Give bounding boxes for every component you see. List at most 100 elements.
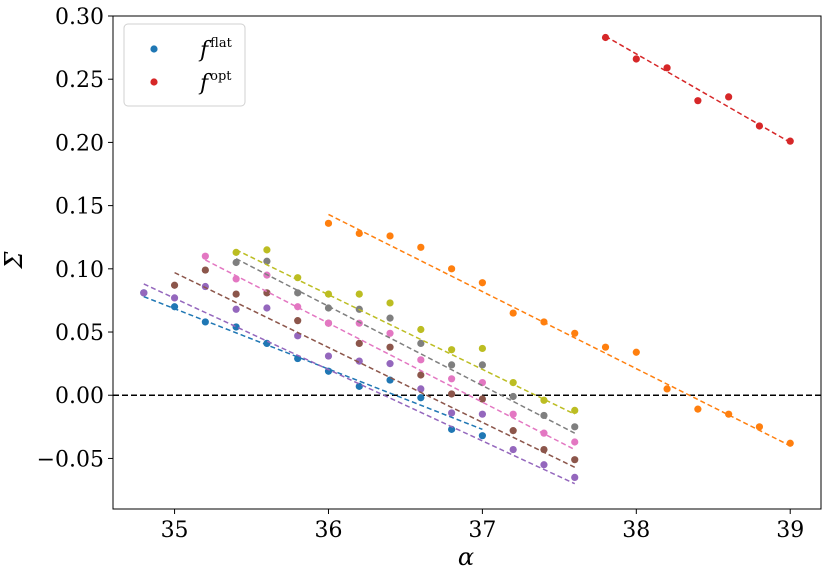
data-point-series-7-1 xyxy=(632,55,640,63)
data-point-series-5-3 xyxy=(324,290,333,298)
data-point-series-6-2 xyxy=(386,232,394,240)
plot-area xyxy=(113,33,821,485)
data-point-series-5-7 xyxy=(448,346,456,354)
data-point-series-3-6 xyxy=(386,329,394,337)
data-point-series-1-7 xyxy=(355,357,363,365)
data-point-series-5-6 xyxy=(417,325,425,334)
fit-line-series-0 xyxy=(143,295,483,431)
data-point-series-6-7 xyxy=(540,318,548,326)
data-point-series-2-1 xyxy=(201,266,209,274)
x-tick-label-3: 38 xyxy=(622,518,650,543)
data-point-series-1-1 xyxy=(170,294,179,302)
data-point-series-4-1 xyxy=(263,257,271,265)
data-point-series-4-0 xyxy=(232,258,240,267)
data-point-series-4-8 xyxy=(478,361,486,369)
data-point-series-5-4 xyxy=(355,290,363,298)
data-point-series-0-2 xyxy=(201,318,209,326)
data-point-series-2-6 xyxy=(355,339,363,348)
data-point-series-6-12 xyxy=(694,405,702,413)
data-point-series-7-5 xyxy=(755,122,764,130)
data-point-series-1-13 xyxy=(540,461,548,469)
data-point-series-6-5 xyxy=(478,279,486,287)
data-point-series-5-8 xyxy=(478,344,486,353)
data-point-series-6-6 xyxy=(509,309,517,317)
data-point-series-5-0 xyxy=(232,248,240,256)
y-tick-label-2: 0.05 xyxy=(55,321,104,346)
data-point-series-5-9 xyxy=(509,378,517,387)
y-tick-label-5: 0.20 xyxy=(55,131,104,156)
data-point-series-2-4 xyxy=(294,317,302,325)
data-point-series-7-0 xyxy=(601,33,610,42)
axes: 35 36 37 38 39 −0.05 0.00 0.05 0.10 0.15 0.20 0.25 0… xyxy=(37,5,822,543)
data-point-series-3-12 xyxy=(571,438,579,446)
data-point-series-1-8 xyxy=(386,360,394,368)
y-tick-label-7: 0.30 xyxy=(55,5,104,30)
data-point-series-0-10 xyxy=(448,425,456,433)
data-point-series-4-11 xyxy=(571,423,579,431)
data-point-series-4-9 xyxy=(509,392,517,401)
data-point-series-0-8 xyxy=(386,376,394,384)
data-point-series-7-2 xyxy=(663,64,671,72)
data-point-series-5-1 xyxy=(263,246,271,254)
data-point-series-0-9 xyxy=(417,394,425,402)
data-point-series-5-11 xyxy=(571,406,579,414)
x-tick-label-4: 39 xyxy=(776,518,804,543)
data-point-series-0-11 xyxy=(478,432,486,440)
data-point-series-6-11 xyxy=(663,385,671,393)
data-point-series-2-13 xyxy=(571,456,579,464)
data-point-series-0-7 xyxy=(355,382,363,390)
data-point-series-2-12 xyxy=(540,445,548,454)
y-tick-label-4: 0.15 xyxy=(55,195,104,220)
data-point-series-2-9 xyxy=(448,390,456,398)
data-point-series-4-10 xyxy=(540,411,548,420)
x-tick-label-2: 37 xyxy=(468,518,496,543)
fit-line-series-1 xyxy=(143,283,576,485)
data-point-series-3-1 xyxy=(232,275,240,283)
data-point-series-4-3 xyxy=(324,304,333,312)
axes-frame xyxy=(112,15,822,510)
data-point-series-0-3 xyxy=(232,323,240,331)
data-point-series-1-6 xyxy=(324,352,333,360)
data-point-series-2-11 xyxy=(509,427,517,435)
data-point-series-3-3 xyxy=(294,303,302,311)
data-point-series-6-4 xyxy=(448,265,456,273)
y-tick-label-3: 0.10 xyxy=(55,258,104,283)
data-point-series-3-11 xyxy=(540,429,548,437)
data-point-series-4-6 xyxy=(417,339,425,348)
data-point-series-2-0 xyxy=(170,281,179,289)
data-point-series-7-6 xyxy=(786,137,794,145)
data-point-series-6-13 xyxy=(725,410,733,418)
data-point-series-6-9 xyxy=(601,343,610,351)
data-point-series-4-5 xyxy=(386,314,394,322)
data-point-series-5-2 xyxy=(294,274,302,282)
fit-line-series-2 xyxy=(174,271,576,468)
data-point-series-4-7 xyxy=(448,361,456,369)
data-point-series-3-10 xyxy=(509,410,517,418)
data-point-series-3-0 xyxy=(201,252,209,260)
data-point-series-6-15 xyxy=(786,439,794,447)
data-point-series-1-2 xyxy=(201,282,209,291)
x-tick-label-1: 36 xyxy=(314,518,342,543)
y-axis-label: Σ xyxy=(0,250,28,269)
data-point-series-2-10 xyxy=(478,395,486,403)
data-point-series-1-12 xyxy=(509,445,517,454)
fit-line-series-6 xyxy=(328,213,791,447)
fit-line-series-3 xyxy=(205,259,576,451)
data-point-series-1-11 xyxy=(478,410,486,418)
data-point-series-2-2 xyxy=(232,290,240,298)
y-tick-label-1: 0.00 xyxy=(55,384,104,409)
legend-marker-1 xyxy=(150,78,158,86)
data-point-series-6-1 xyxy=(355,229,363,238)
data-point-series-1-9 xyxy=(417,385,425,393)
data-point-series-6-3 xyxy=(417,243,425,251)
data-point-series-6-0 xyxy=(324,219,333,227)
data-point-series-1-4 xyxy=(263,304,271,312)
data-point-series-3-5 xyxy=(355,319,363,327)
data-point-series-2-7 xyxy=(386,343,394,351)
fit-line-series-5 xyxy=(235,249,576,415)
x-axis-label: α xyxy=(458,543,474,571)
data-point-series-3-7 xyxy=(417,356,425,364)
legend-marker-0 xyxy=(150,45,158,53)
